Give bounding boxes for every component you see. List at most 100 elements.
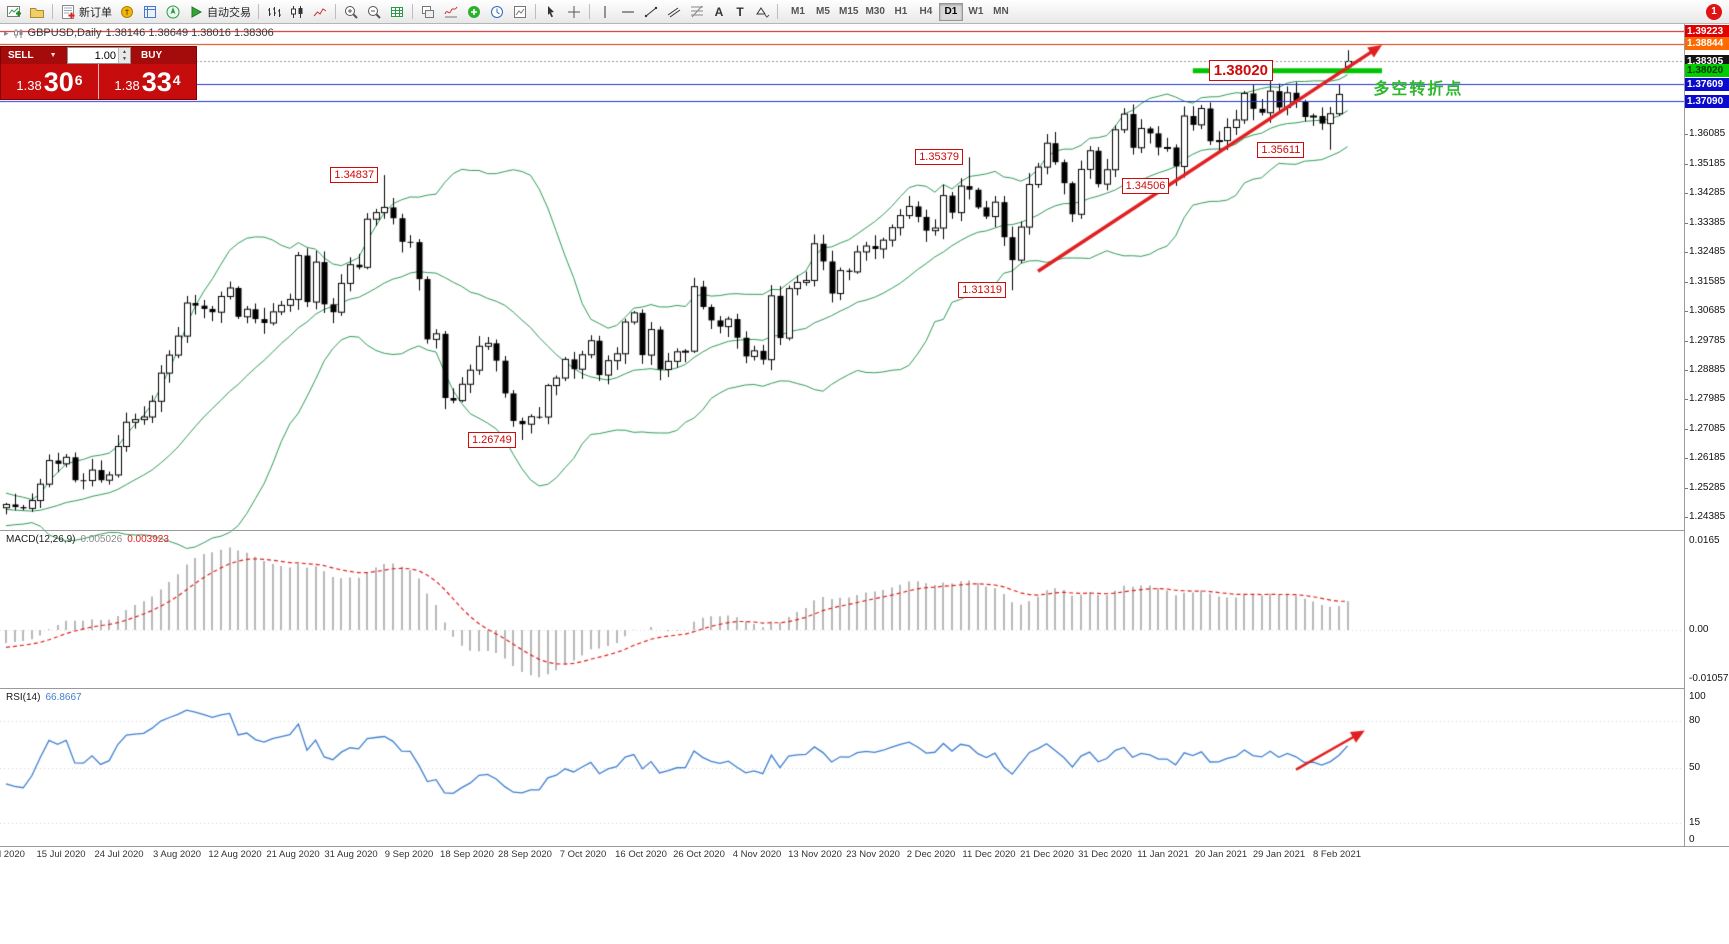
scale-tick-mark: [1685, 517, 1688, 518]
time-scale-label: 16 Oct 2020: [615, 849, 667, 860]
line-chart-button[interactable]: [309, 2, 331, 22]
buy-label: BUY: [141, 50, 163, 61]
toolbar-separator: [589, 4, 590, 19]
price-annotation[interactable]: 1.26749: [468, 431, 516, 448]
time-scale-label: 23 Nov 2020: [846, 849, 900, 860]
text-tool-button[interactable]: A: [709, 2, 729, 22]
horizontal-line-tool-button[interactable]: [617, 2, 639, 22]
price-annotation[interactable]: 1.38020: [1208, 59, 1274, 81]
buy-header[interactable]: BUY: [131, 47, 196, 64]
chart-profiles-button[interactable]: [26, 2, 48, 22]
scale-tick-mark: [1685, 429, 1688, 430]
rsi-indicator-label: RSI(14) 66.8667: [6, 692, 82, 703]
sell-button[interactable]: 1.38 30 6: [1, 64, 99, 99]
new-order-label: 新订单: [79, 6, 112, 19]
time-scale-label: 31 Dec 2020: [1078, 849, 1132, 860]
price-annotation[interactable]: 1.34837: [330, 167, 379, 184]
scale-tick-mark: [1685, 341, 1688, 342]
sell-price-sup: 6: [74, 72, 83, 88]
time-scale-label: 18 Sep 2020: [440, 849, 494, 860]
price-scale-border: [1684, 24, 1685, 846]
timeframe-h1-button[interactable]: H1: [889, 3, 913, 21]
indicators-button[interactable]: [440, 2, 462, 22]
price-scale-label: 1.27085: [1689, 422, 1726, 434]
notification-badge[interactable]: 1: [1706, 3, 1722, 20]
one-click-trading-panel: SELL ▼ ▲ ▼ BUY 1.38 30 6 1.38 3: [0, 46, 197, 100]
lot-decrease-button[interactable]: ▼: [119, 55, 130, 63]
price-marker: 1.38020: [1685, 64, 1729, 78]
timeframe-m1-button[interactable]: M1: [786, 3, 810, 21]
chart-properties-button[interactable]: [509, 2, 531, 22]
bar-chart-button[interactable]: [263, 2, 285, 22]
price-annotation[interactable]: 1.31319: [958, 282, 1006, 299]
trend-note-text[interactable]: 多空转折点: [1373, 81, 1464, 99]
rsi-value: 66.8667: [45, 692, 82, 703]
zoom-in-button[interactable]: [340, 2, 362, 22]
chevron-down-icon: ▼: [49, 52, 57, 59]
crosshair-button[interactable]: [563, 2, 585, 22]
navigator-button[interactable]: [162, 2, 184, 22]
price-chart-canvas[interactable]: [0, 24, 1684, 944]
rsi-name: RSI(14): [6, 692, 41, 703]
timeframe-w1-button[interactable]: W1: [964, 3, 988, 21]
buy-button[interactable]: 1.38 33 4: [99, 64, 196, 99]
trendline-tool-button[interactable]: [640, 2, 662, 22]
market-watch-button[interactable]: [116, 2, 138, 22]
chart-title: ▸ GBPUSD,Daily 1.38146 1.38649 1.38016 1…: [4, 27, 274, 39]
toolbar-separator: [52, 4, 53, 19]
timeframe-m15-button[interactable]: M15: [836, 3, 861, 21]
templates-button[interactable]: [417, 2, 439, 22]
shapes-tool-button[interactable]: [751, 2, 773, 22]
time-scale-label: 11 Dec 2020: [962, 849, 1016, 860]
new-chart-button[interactable]: [3, 2, 25, 22]
timeframe-h4-button[interactable]: H4: [914, 3, 938, 21]
price-scale-label: 1.36085: [1689, 128, 1726, 140]
time-scale-label: 4 Nov 2020: [732, 849, 782, 860]
data-window-button[interactable]: [139, 2, 161, 22]
periods-button[interactable]: [486, 2, 508, 22]
timeframe-m5-button[interactable]: M5: [811, 3, 835, 21]
sell-header[interactable]: SELL ▼: [1, 47, 67, 64]
autotrading-button[interactable]: 自动交易: [185, 2, 254, 22]
price-annotation[interactable]: 1.35611: [1257, 141, 1305, 158]
price-annotation[interactable]: 1.34506: [1121, 177, 1170, 194]
timeframe-mn-button[interactable]: MN: [989, 3, 1013, 21]
macd-name: MACD(12,26,9): [6, 534, 76, 545]
text-tool-glyph: A: [714, 4, 724, 19]
time-scale-label: 20 Jan 2021: [1194, 849, 1248, 860]
zoom-out-button[interactable]: [363, 2, 385, 22]
add-indicator-button[interactable]: [463, 2, 485, 22]
scale-tick-mark: [1685, 134, 1688, 135]
channel-tool-button[interactable]: [663, 2, 685, 22]
candlestick-chart-button[interactable]: [286, 2, 308, 22]
price-scale-label: 1.33385: [1689, 216, 1726, 228]
price-scale[interactable]: 1.36085 1.35185 1.34285 1.33385 1.32485 1.315…: [1685, 24, 1729, 846]
collapse-panel-icon[interactable]: ▸: [4, 27, 9, 38]
price-annotation[interactable]: 1.35379: [915, 149, 963, 166]
rsi-scale-label: 50: [1689, 762, 1701, 773]
cursor-button[interactable]: [540, 2, 562, 22]
time-scale-label: 2 Dec 2020: [906, 849, 956, 860]
timeframe-d1-button[interactable]: D1: [938, 2, 963, 21]
scale-tick-mark: [1685, 488, 1688, 489]
new-order-button[interactable]: 新订单: [57, 2, 115, 22]
macd-main-value: 0.005026: [80, 534, 123, 545]
panel-separator[interactable]: [0, 530, 1729, 531]
timeframe-m30-button[interactable]: M30: [862, 3, 887, 21]
label-tool-button[interactable]: T: [730, 2, 750, 22]
vertical-line-tool-button[interactable]: [594, 2, 616, 22]
time-scale[interactable]: 6 Jul 2020 15 Jul 2020 24 Jul 2020 3 Aug 20…: [0, 847, 1684, 864]
panel-separator[interactable]: [0, 688, 1729, 689]
chart-symbol-icon: [13, 28, 23, 38]
price-marker: 1.39223: [1685, 24, 1729, 38]
panel-separator[interactable]: [0, 846, 1729, 847]
fibonacci-tool-button[interactable]: [686, 2, 708, 22]
macd-indicator-label: MACD(12,26,9) 0.005026 0.003923: [6, 534, 169, 545]
lot-increase-button[interactable]: ▲: [119, 48, 130, 56]
grid-button[interactable]: [386, 2, 408, 22]
price-scale-label: 1.31585: [1689, 275, 1726, 287]
toolbar-separator: [335, 4, 336, 19]
lot-size-input[interactable]: [68, 48, 118, 63]
